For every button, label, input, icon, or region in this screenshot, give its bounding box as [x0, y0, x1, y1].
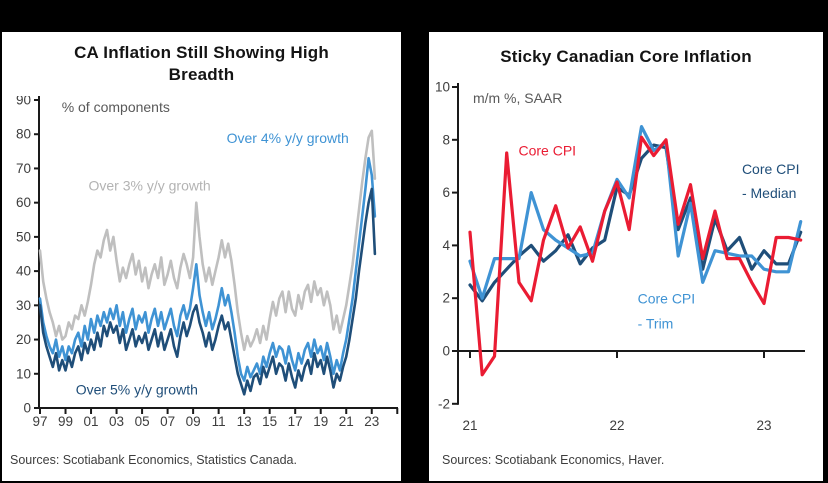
y-axis-tick-label: -2 — [438, 396, 450, 411]
x-axis-tick-label: 99 — [58, 414, 73, 429]
x-axis-tick-label: 19 — [313, 414, 328, 429]
x-axis-tick-label: 05 — [135, 414, 150, 429]
x-axis-tick-label: 23 — [364, 414, 379, 429]
right-chart-title-line1: Sticky Canadian Core Inflation — [500, 47, 752, 66]
right-chart-panel: Sticky Canadian Core Inflation -2 0 2 4 6 8 10… — [429, 32, 823, 481]
x-axis-tick-label: 11 — [212, 414, 226, 429]
x-axis-tick-label: 17 — [288, 414, 303, 429]
y-axis-tick-label: 50 — [16, 229, 31, 244]
y-axis-tick-label: 20 — [16, 332, 31, 347]
left-chart-source: Sources: Scotiabank Economics, Statistic… — [10, 453, 297, 467]
left-chart-title-line1: CA Inflation Still Showing High — [74, 43, 329, 62]
series-line-over-4-y-y-growth — [38, 156, 377, 382]
annotation-core-cpi: Core CPI — [742, 161, 800, 177]
core-inflation-chart: -2 0 2 4 6 8 10 21 22 23 m/m %, SAAR Core CPI Core C… — [435, 80, 805, 433]
y-axis-tick-label: 0 — [442, 344, 450, 359]
annotation-over-3-y-y-growth: Over 3% y/y growth — [88, 178, 210, 194]
annotation-core-cpi: Core CPI — [638, 290, 696, 306]
y-axis-tick-label: 4 — [442, 238, 450, 253]
series-line-over-3-y-y-growth — [38, 129, 377, 352]
x-axis-tick-label: 97 — [32, 414, 47, 429]
x-axis-tick-label: 07 — [160, 414, 175, 429]
y-axis-tick-label: 40 — [16, 264, 31, 279]
annotation-over-4-y-y-growth: Over 4% y/y growth — [227, 130, 349, 146]
left-chart-title-line2: Breadth — [168, 65, 235, 84]
annotation-median: - Median — [742, 185, 796, 201]
annotation-m-m-saar: m/m %, SAAR — [473, 90, 562, 106]
x-axis-tick-label: 15 — [262, 414, 277, 429]
left-chart-panel: CA Inflation Still Showing High Breadth … — [2, 32, 401, 481]
right-chart-source: Sources: Scotiabank Economics, Haver. — [442, 453, 665, 467]
x-axis-tick-label: 01 — [84, 414, 99, 429]
y-axis-tick-label: 30 — [16, 298, 31, 313]
y-axis-tick-label: 80 — [16, 127, 31, 142]
inflation-breadth-chart: 0 10 20 30 40 50 60 70 80 90 97 99 01 03 05 07 09 11 13 15 1… — [16, 96, 399, 429]
annotation-trim: - Trim — [638, 316, 674, 332]
left-chart-title: CA Inflation Still Showing High Breadth — [2, 42, 401, 86]
annotation-over-5-y-y-growth: Over 5% y/y growth — [76, 381, 198, 397]
series-line-core-cpi — [468, 135, 803, 377]
y-axis-tick-label: 0 — [23, 401, 31, 416]
annotation-of-components: % of components — [62, 99, 170, 115]
x-axis-tick-label: 22 — [609, 418, 624, 433]
y-axis-tick-label: 10 — [435, 80, 450, 95]
y-axis-tick-label: 8 — [442, 132, 450, 147]
y-axis-tick-label: 6 — [442, 185, 450, 200]
x-axis-tick-label: 23 — [756, 418, 771, 433]
x-axis-tick-label: 09 — [186, 414, 201, 429]
series-line-over-5-y-y-growth — [38, 187, 377, 396]
y-axis-tick-label: 70 — [16, 161, 31, 176]
x-axis-tick-label: 13 — [237, 414, 252, 429]
x-axis-tick-label: 21 — [462, 418, 477, 433]
y-axis-tick-label: 60 — [16, 195, 31, 210]
y-axis-tick-label: 2 — [442, 291, 450, 306]
x-axis-tick-label: 03 — [109, 414, 124, 429]
y-axis-tick-label: 90 — [16, 96, 31, 108]
right-chart-title: Sticky Canadian Core Inflation — [429, 46, 823, 68]
x-axis-tick-label: 21 — [339, 414, 354, 429]
y-axis-tick-label: 10 — [16, 366, 31, 381]
annotation-core-cpi: Core CPI — [519, 143, 577, 159]
series-line-core-cpi-trim — [468, 124, 803, 300]
